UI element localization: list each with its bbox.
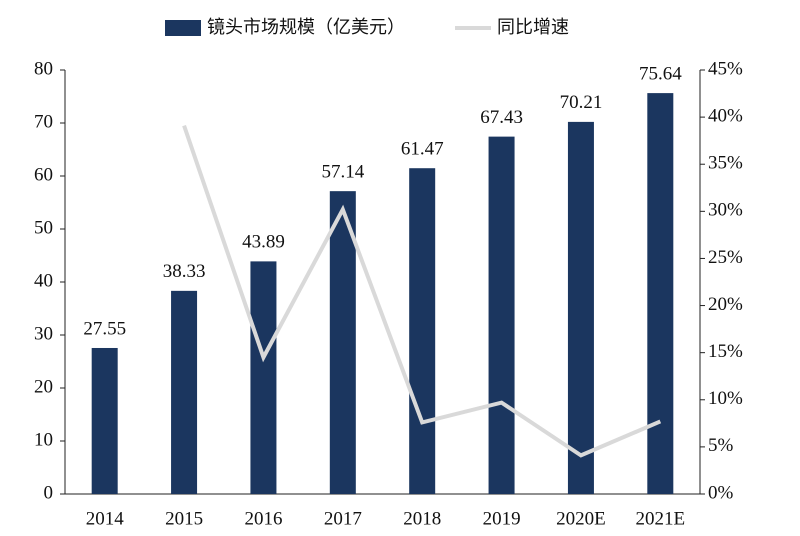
x-tick-label: 2016	[244, 508, 282, 529]
value-label: 43.89	[242, 232, 285, 253]
y2-tick-label: 45%	[708, 58, 743, 79]
bar	[647, 93, 674, 494]
y-tick-label: 0	[44, 482, 54, 503]
bar	[329, 191, 356, 494]
y2-tick-label: 35%	[708, 153, 743, 174]
legend-label: 同比增速	[497, 17, 569, 38]
x-tick-label: 2018	[403, 508, 441, 529]
y2-tick-label: 30%	[708, 200, 743, 221]
legend-swatch	[165, 20, 201, 36]
y2-tick-label: 15%	[708, 341, 743, 362]
legend-label: 镜头市场规模（亿美元）	[207, 17, 405, 38]
value-label: 70.21	[560, 92, 603, 113]
y2-tick-label: 5%	[708, 435, 734, 456]
y-tick-label: 50	[34, 217, 53, 238]
value-label: 38.33	[163, 261, 206, 282]
value-label: 67.43	[480, 107, 523, 128]
bar	[409, 168, 436, 495]
y2-tick-label: 0%	[708, 482, 734, 503]
y-tick-label: 30	[34, 323, 53, 344]
x-tick-label: 2014	[86, 508, 125, 529]
y-tick-label: 40	[34, 270, 53, 291]
y-tick-label: 20	[34, 376, 53, 397]
y2-tick-label: 20%	[708, 294, 743, 315]
x-tick-label: 2017	[324, 508, 362, 529]
value-label: 57.14	[321, 162, 364, 183]
value-label: 27.55	[83, 318, 126, 339]
value-label: 75.64	[639, 63, 682, 84]
x-tick-label: 2019	[483, 508, 521, 529]
bar	[488, 136, 515, 494]
y-tick-label: 80	[34, 58, 53, 79]
y2-tick-label: 40%	[708, 105, 743, 126]
bar	[91, 347, 118, 494]
bar	[567, 121, 594, 495]
y-tick-label: 60	[34, 164, 53, 185]
bar	[250, 261, 277, 494]
y-tick-label: 10	[34, 429, 53, 450]
y-tick-label: 70	[34, 111, 53, 132]
bar	[171, 290, 198, 494]
x-tick-label: 2015	[165, 508, 203, 529]
value-label: 61.47	[401, 139, 444, 160]
x-tick-label: 2021E	[636, 508, 686, 529]
line	[182, 124, 662, 458]
y2-tick-label: 10%	[708, 388, 743, 409]
x-tick-label: 2020E	[556, 508, 606, 529]
y2-tick-label: 25%	[708, 247, 743, 268]
